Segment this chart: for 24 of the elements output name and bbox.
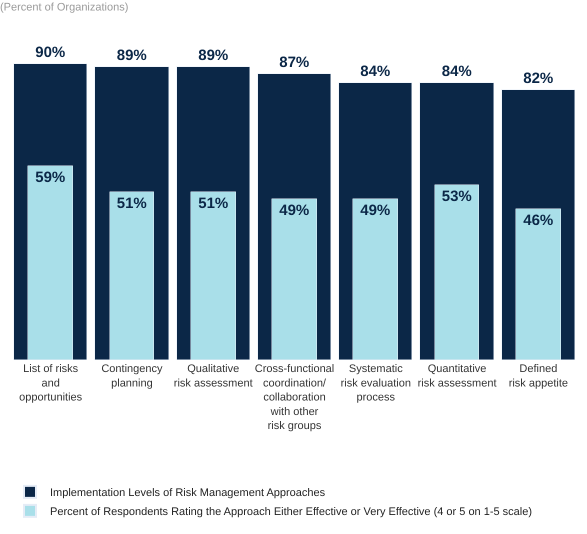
legend-label: Implementation Levels of Risk Management Approaches: [50, 487, 326, 500]
data-label: 59%: [35, 168, 66, 186]
x-tick-label: List of risks and opportunities: [19, 363, 83, 404]
data-label: 89%: [198, 46, 228, 64]
x-tick-label: Contingency planning: [101, 363, 163, 390]
data-label: 51%: [116, 194, 147, 212]
chart-subtitle: (Percent of Organizations): [0, 1, 128, 14]
data-label: 53%: [442, 188, 472, 205]
data-label: 46%: [523, 212, 554, 229]
data-label: 84%: [360, 62, 390, 80]
data-label: 49%: [360, 202, 390, 219]
x-tick-label: Systematic risk evaluation process: [340, 363, 411, 404]
x-tick-label: Cross-functional coordination/ collaboration with other risk groups: [254, 363, 334, 432]
x-tick-label: Defined risk appetite: [508, 363, 568, 390]
data-label: 82%: [523, 70, 554, 87]
legend-label: Percent of Respondents Rating the Approach Either Effective or Very Effective (4 or 5 on 1-5 scale): [50, 506, 532, 518]
data-label: 49%: [279, 202, 310, 219]
data-label: 87%: [279, 54, 310, 71]
data-label: 89%: [116, 46, 147, 64]
data-label: 90%: [35, 44, 66, 61]
x-tick-label: Quantitative risk assessment: [418, 363, 496, 390]
x-tick-label: Qualitative risk assessment: [174, 363, 253, 390]
data-label: 84%: [442, 62, 472, 80]
data-label: 51%: [198, 194, 228, 212]
